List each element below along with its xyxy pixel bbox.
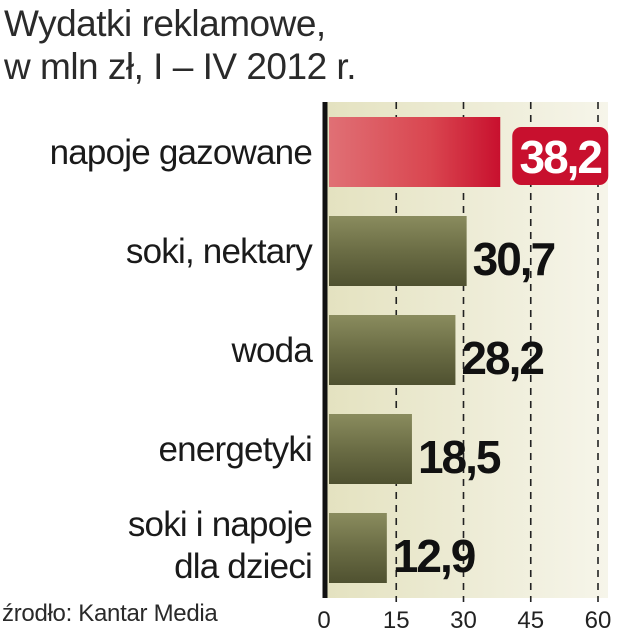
- value-label-3: 28,2: [461, 332, 543, 384]
- bar-1: [329, 117, 501, 187]
- value-label-5: 12,9: [393, 530, 475, 582]
- x-tick-label-30: 30: [450, 607, 477, 634]
- bar-5: [329, 513, 387, 583]
- x-tick-label-45: 45: [517, 607, 544, 634]
- value-label-4: 18,5: [418, 431, 501, 483]
- value-label-1: 38,2: [519, 131, 601, 183]
- chart-title-line-2: w mln zł, I – IV 2012 r.: [4, 46, 356, 87]
- category-label-3: woda: [231, 331, 314, 370]
- chart-title-line-1: Wydatki reklamowe,: [4, 3, 326, 44]
- bar-3: [329, 315, 456, 385]
- value-label-2: 30,7: [473, 233, 555, 285]
- category-label-2: soki, nektary: [126, 232, 313, 271]
- bar-4: [329, 414, 412, 484]
- chart-title: Wydatki reklamowe, w mln zł, I – IV 2012…: [4, 2, 356, 88]
- category-label-5: soki i napoje dla dzieci: [128, 505, 312, 586]
- bar-2: [329, 216, 467, 286]
- value-label-badge: [512, 127, 609, 185]
- source-note: źrodło: Kantar Media: [2, 600, 218, 627]
- x-tick-label-15: 15: [383, 607, 410, 634]
- x-tick-label-60: 60: [585, 607, 612, 634]
- x-tick-label-0: 0: [317, 607, 330, 634]
- category-label-1: napoje gazowane: [50, 133, 312, 172]
- category-label-4: energetyki: [159, 430, 312, 469]
